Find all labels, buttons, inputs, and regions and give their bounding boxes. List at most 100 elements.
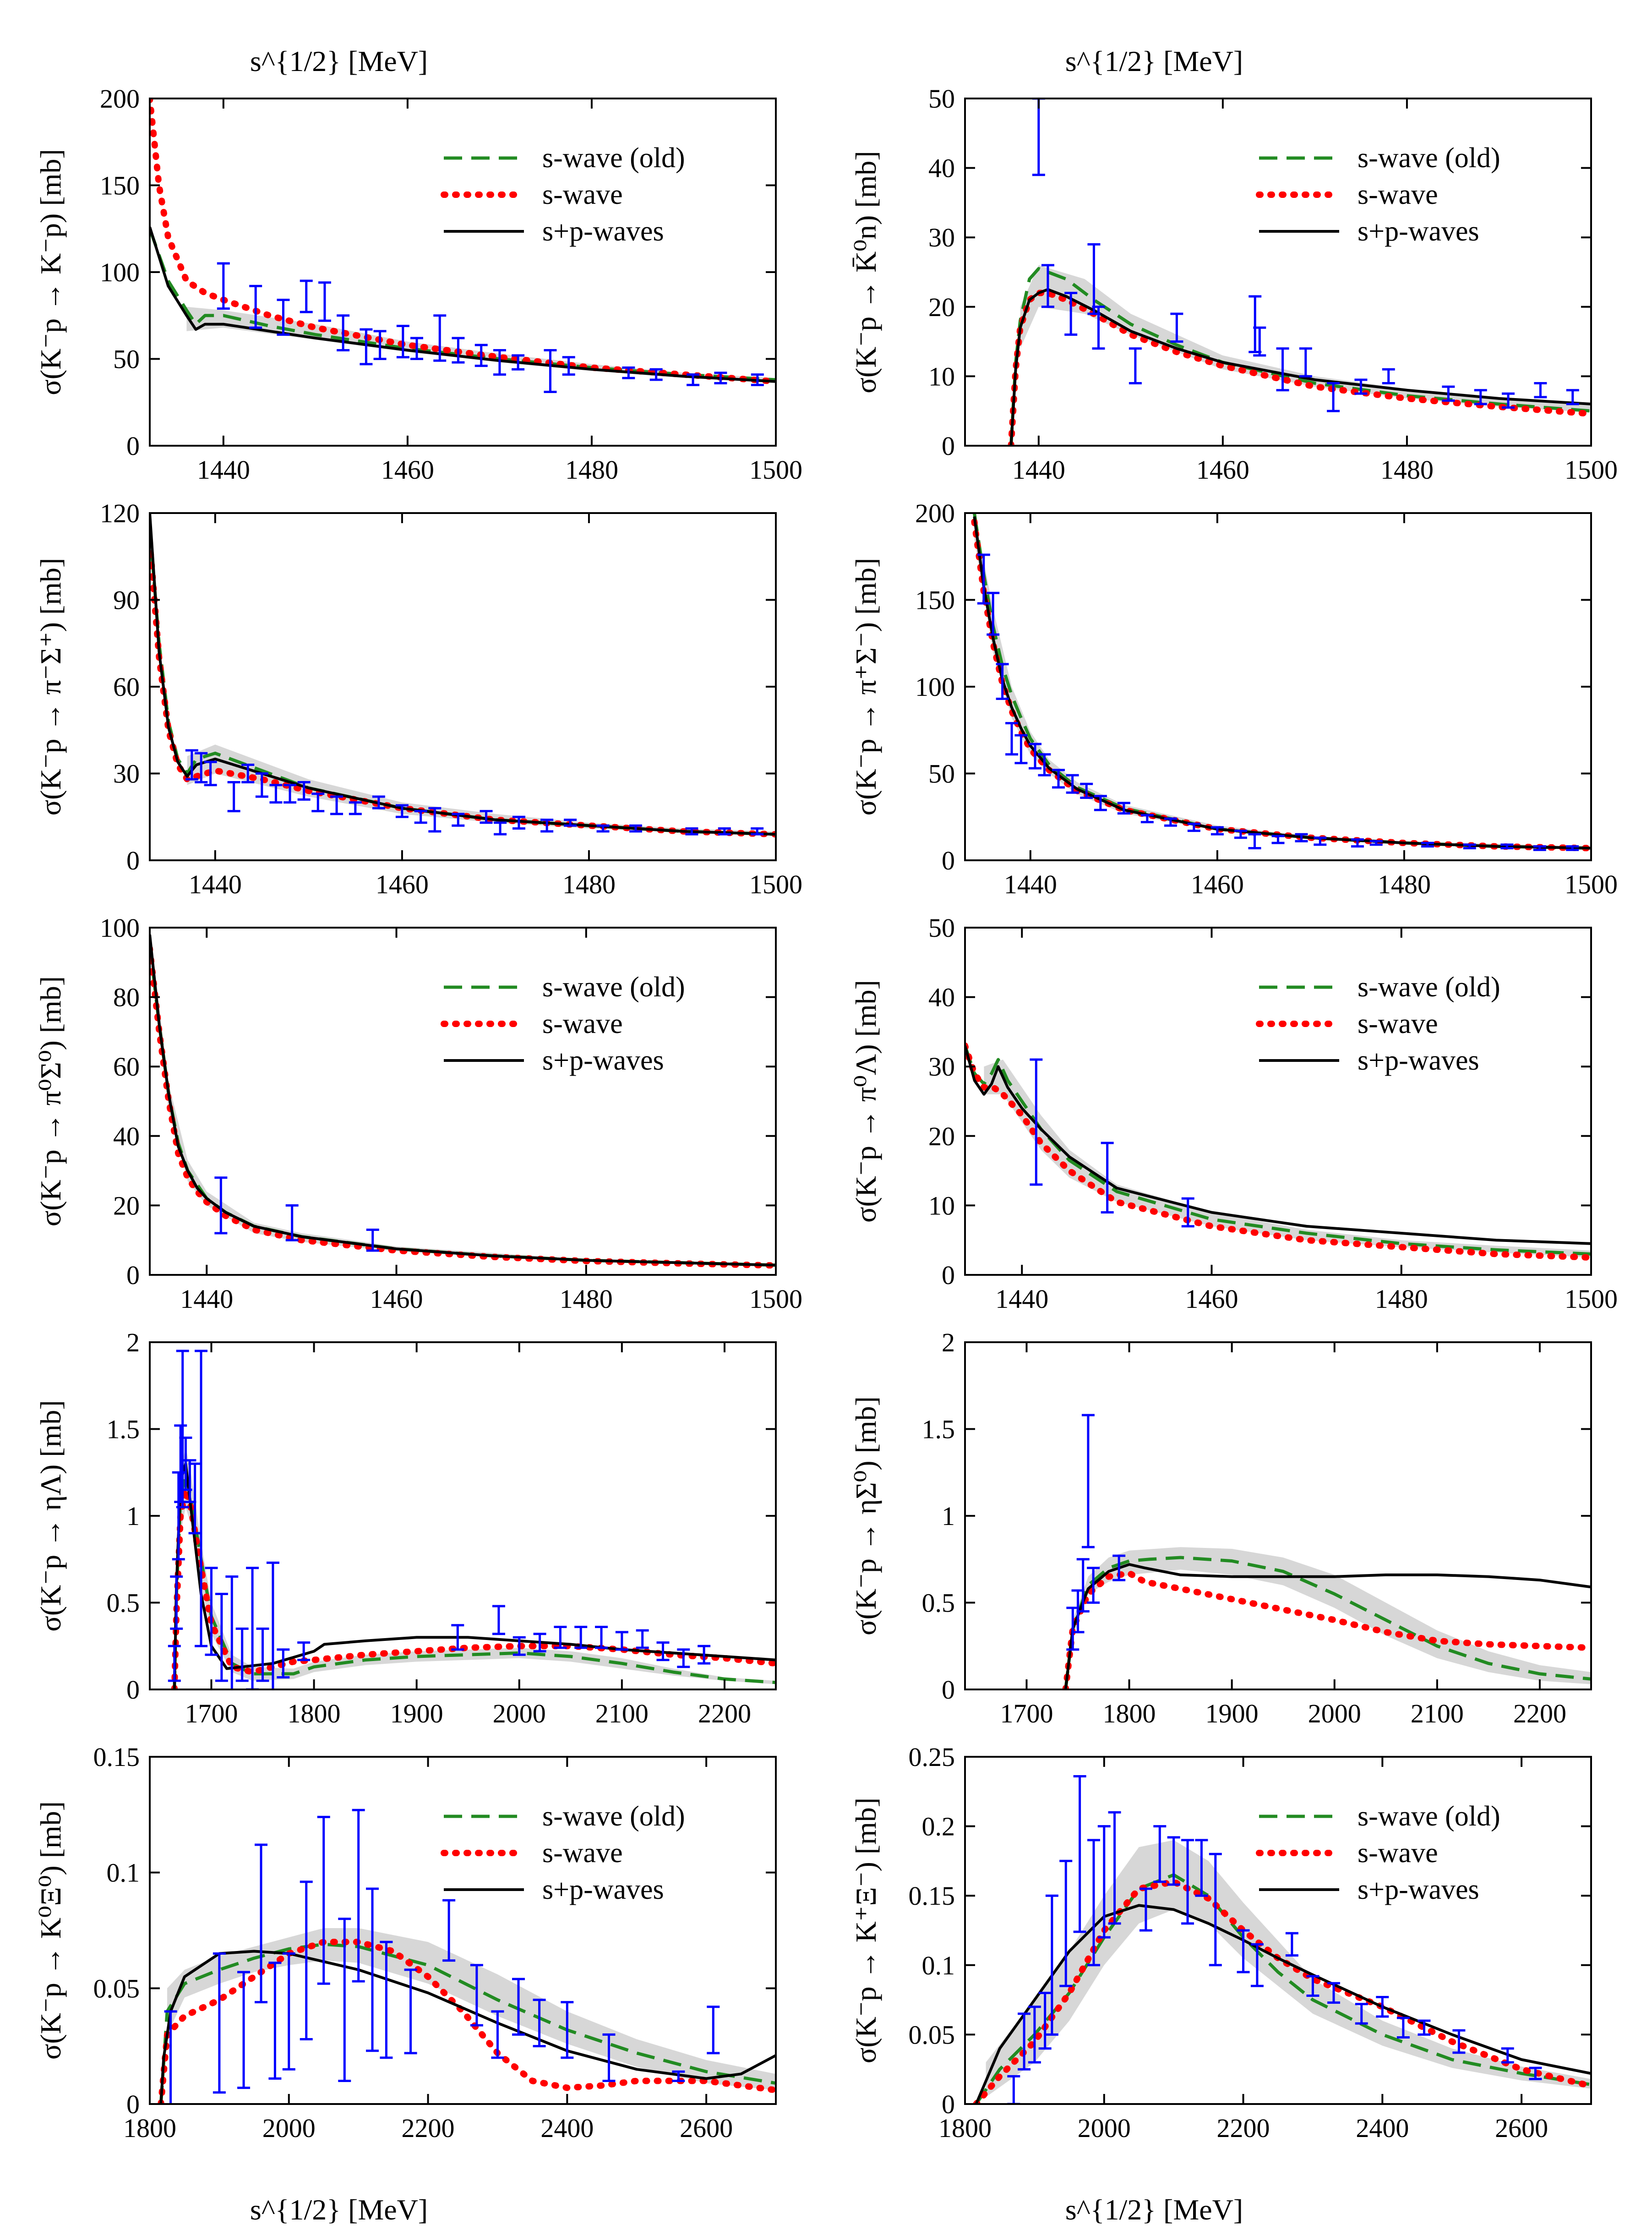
x-tick-label: 1440	[995, 1284, 1048, 1314]
series-line-sp	[150, 513, 776, 836]
data-point	[360, 328, 373, 366]
legend-label-sp: s+p-waves	[542, 1045, 664, 1076]
legend-label-s: s-wave	[1358, 1008, 1438, 1039]
x-tick-label: 2200	[402, 2113, 455, 2143]
data-point	[1327, 1982, 1341, 2004]
x-tick-label: 1440	[189, 869, 242, 899]
data-point	[1092, 306, 1105, 350]
data-point	[284, 784, 297, 804]
data-point	[1248, 833, 1261, 849]
x-tick-label: 1500	[1565, 869, 1618, 899]
data-point	[1382, 368, 1395, 385]
y-tick-label: 200	[915, 498, 955, 528]
data-point	[269, 784, 283, 804]
data-point	[255, 1843, 268, 2004]
plot-area	[168, 1350, 776, 1689]
chart-kp_pipsigm: 1440 1460 1480 1500 0 50 100 150 200 σ(K⁻p → π⁺Σ⁻…	[850, 498, 1618, 899]
y-axis-label: σ(K⁻p → K̄⁰n) [mb]	[850, 151, 882, 393]
data-point	[318, 281, 331, 322]
series-line-s	[150, 539, 776, 838]
series-line-sp	[150, 226, 776, 383]
data-point	[996, 663, 1009, 700]
y-tick-label: 40	[928, 983, 955, 1012]
y-tick-label: 200	[100, 84, 140, 114]
plot-area	[1062, 1414, 1591, 1689]
y-axis-label: σ(K⁻p → π⁺Σ⁻) [mb]	[850, 558, 882, 816]
data-point	[338, 1918, 351, 2082]
plot-frame	[149, 927, 777, 1276]
y-tick-label: 10	[928, 361, 955, 391]
data-point	[176, 1350, 189, 1509]
data-point	[622, 366, 635, 379]
y-tick-label: 20	[928, 292, 955, 322]
data-point	[1028, 2006, 1041, 2064]
data-point	[235, 1627, 249, 1682]
chart-kp_k0xi0: 1800 2000 2200 2400 2600 0 0.05 0.1 0.15 σ(K⁻p → …	[34, 1742, 777, 2143]
x-tick-label: 1900	[1205, 1699, 1259, 1728]
y-axis-label: σ(K⁻p → K⁻p) [mb]	[34, 149, 67, 395]
data-point	[1164, 817, 1177, 827]
plot-frame	[964, 927, 1592, 1276]
data-point	[1005, 722, 1019, 756]
legend-label-old: s-wave (old)	[542, 142, 685, 174]
data-point	[1271, 835, 1285, 844]
data-point	[246, 1567, 259, 1689]
y-tick-label: 40	[928, 153, 955, 183]
data-point	[282, 1952, 295, 2071]
top-axis-label-left: s^{1/2} [MeV]	[250, 45, 428, 77]
x-tick-label: 1460	[1196, 455, 1249, 485]
data-point	[213, 1952, 226, 2094]
series-line-s	[965, 1042, 1591, 1261]
data-point	[1032, 98, 1045, 176]
data-point	[1018, 2012, 1031, 2071]
data-point	[512, 1978, 525, 2036]
data-point	[404, 1968, 417, 2055]
data-point	[1421, 842, 1434, 848]
y-tick-label: 1	[942, 1501, 955, 1531]
y-tick-label: 2	[126, 1328, 140, 1357]
data-point	[512, 354, 525, 371]
data-point	[977, 553, 990, 605]
data-point	[266, 1561, 279, 1689]
plot-area	[150, 928, 776, 1269]
y-tick-label: 20	[928, 1121, 955, 1151]
x-tick-label: 1500	[749, 455, 802, 485]
data-point	[195, 1350, 208, 1647]
data-point	[1108, 1811, 1121, 1925]
plot-area	[973, 1775, 1591, 2104]
series-line-sp	[150, 934, 776, 1267]
data-point	[311, 793, 325, 813]
legend-label-sp: s+p-waves	[1358, 1874, 1479, 1905]
data-point	[1234, 830, 1247, 839]
data-point	[452, 337, 465, 364]
plot-area	[158, 1809, 776, 2104]
y-tick-label: 30	[928, 223, 955, 252]
data-point	[1073, 1775, 1086, 1933]
y-tick-label: 0.15	[909, 1881, 955, 1911]
data-point	[564, 819, 577, 827]
data-point	[1502, 392, 1515, 409]
data-point	[204, 760, 217, 787]
series-line-sp	[973, 516, 1591, 850]
data-point	[602, 2033, 616, 2082]
x-tick-label: 1440	[180, 1284, 233, 1314]
plot-frame	[964, 1756, 1592, 2105]
x-tick-label: 1800	[123, 2113, 176, 2143]
plot-area	[150, 513, 776, 838]
data-point	[474, 344, 488, 367]
chart-kp_pi0lam: 1440 1460 1480 1500 0 10 20 30 40 50 σ(K⁻p → π⁰Λ) …	[850, 913, 1618, 1314]
data-point	[297, 781, 311, 801]
data-point	[1566, 845, 1579, 851]
data-point	[373, 330, 387, 360]
data-point	[1314, 836, 1327, 846]
y-tick-label: 0.1	[922, 1951, 955, 1980]
y-axis-label: σ(K⁻p → ηΣ⁰) [mb]	[850, 1396, 882, 1635]
data-point	[1237, 1929, 1250, 1973]
data-point	[596, 824, 610, 833]
y-tick-label: 0	[942, 1675, 955, 1705]
y-tick-label: 80	[113, 983, 140, 1012]
data-point	[366, 1228, 379, 1252]
x-tick-label: 1480	[1378, 869, 1431, 899]
x-tick-label: 1480	[560, 1284, 613, 1314]
